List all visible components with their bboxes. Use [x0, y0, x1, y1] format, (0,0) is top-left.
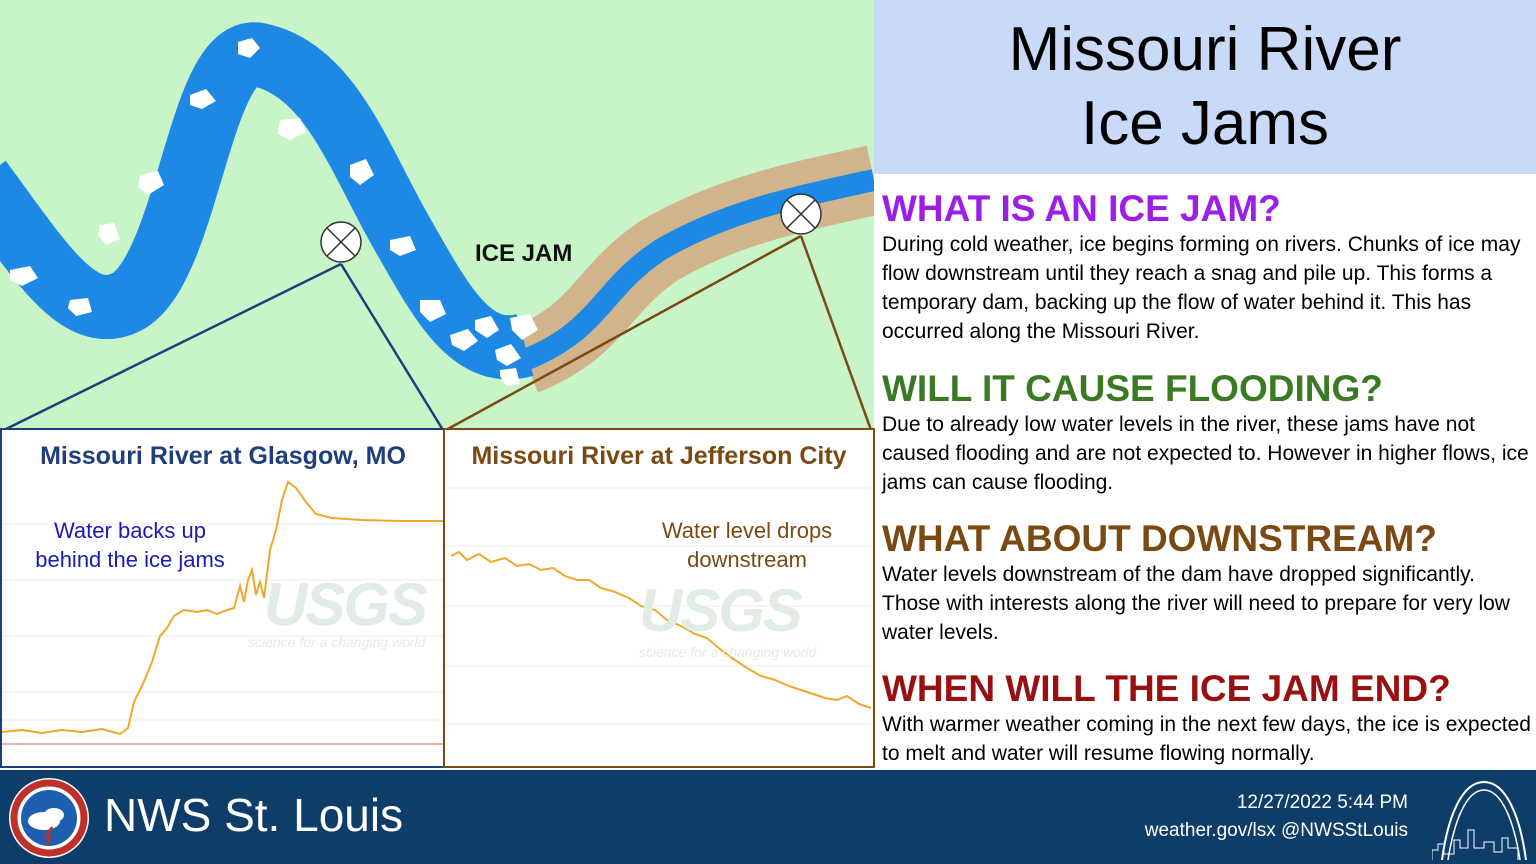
hydrograph-jefferson	[445, 487, 873, 725]
ice-chunk	[10, 266, 38, 286]
section-heading: WILL IT CAUSE FLOODING?	[882, 368, 1383, 409]
contact-links: weather.gov/lsx @NWSStLouis	[1144, 820, 1408, 841]
hydrograph-glasgow	[2, 480, 444, 745]
gauge-marker-glasgow	[320, 221, 362, 263]
ice-chunk	[450, 329, 478, 351]
panel-jefferson: USGS science for a changing world Missou…	[443, 428, 875, 768]
panel-note: Water level drops downstream	[641, 516, 853, 574]
ice-chunk	[510, 314, 538, 340]
gateway-arch-icon	[1432, 780, 1527, 861]
footer: NWS St. Louis 12/27/2022 5:44 PM weather…	[0, 770, 1536, 864]
timestamp: 12/27/2022 5:44 PM	[1236, 792, 1408, 813]
ice-chunk	[350, 159, 374, 185]
callout-line-jefferson	[445, 234, 802, 430]
section-body: Water levels downstream of the dam have …	[882, 563, 1510, 644]
ice-chunk	[238, 38, 260, 58]
usgs-watermark: USGS	[264, 571, 428, 638]
river-map: ICE JAM	[0, 0, 874, 430]
panel-note: Water backs up behind the ice jams	[20, 516, 240, 574]
panel-title: Missouri River at Jefferson City	[471, 442, 847, 470]
gridlines	[445, 487, 873, 725]
ice-chunk	[495, 344, 521, 366]
ice-chunk	[390, 236, 416, 256]
panel-note-line-2: behind the ice jams	[35, 547, 225, 572]
title-line-1: Missouri River	[1008, 15, 1402, 84]
gridlines	[2, 523, 444, 721]
panel-note-line-1: Water level drops	[661, 518, 833, 543]
callout-line-jefferson	[799, 235, 873, 430]
panel-note-line-1: Water backs up	[53, 518, 207, 543]
section-body: During cold weather, ice begins forming …	[882, 233, 1521, 343]
ice-chunk	[138, 171, 164, 195]
section-heading: WHAT ABOUT DOWNSTREAM?	[882, 518, 1437, 559]
ice-chunk	[98, 223, 120, 245]
section-heading: WHEN WILL THE ICE JAM END?	[882, 668, 1451, 709]
stage-line	[450, 550, 872, 709]
section-body: With warmer weather coming in the next f…	[882, 713, 1531, 765]
section-body: Due to already low water levels in the r…	[882, 413, 1529, 494]
title-line-2: Ice Jams	[1080, 89, 1330, 158]
section-heading: WHAT IS AN ICE JAM?	[882, 188, 1281, 229]
gauge-marker-jefferson	[780, 193, 822, 235]
usgs-watermark: USGS	[639, 577, 803, 644]
river-illustration	[0, 22, 874, 430]
ice-jam-label: ICE JAM	[475, 240, 573, 267]
section-end: WHEN WILL THE ICE JAM END? With warmer w…	[882, 668, 1532, 768]
usgs-watermark-sub: science for a changing world	[639, 644, 817, 660]
org-name: NWS St. Louis	[104, 789, 404, 841]
ice-chunk	[278, 118, 306, 140]
section-flooding: WILL IT CAUSE FLOODING? Due to already l…	[882, 368, 1532, 497]
ice-chunk	[68, 298, 92, 316]
stage-line	[2, 480, 444, 736]
usgs-watermark-sub: science for a changing world	[248, 634, 426, 650]
callout-line-glasgow	[3, 262, 342, 430]
ice-chunk	[475, 316, 499, 338]
panel-note-line-2: downstream	[687, 547, 807, 572]
section-what-is: WHAT IS AN ICE JAM? During cold weather,…	[882, 188, 1532, 346]
title-box: Missouri River Ice Jams	[874, 0, 1536, 174]
ice-chunks	[10, 38, 538, 386]
callout-line-glasgow	[339, 263, 445, 430]
nws-seal-icon	[9, 778, 89, 858]
ice-chunk	[190, 89, 216, 109]
panel-glasgow: USGS science for a changing world Missou…	[0, 428, 446, 768]
panel-title: Missouri River at Glasgow, MO	[40, 442, 406, 470]
ice-chunk	[500, 368, 520, 386]
section-downstream: WHAT ABOUT DOWNSTREAM? Water levels down…	[882, 518, 1532, 647]
ice-chunk	[420, 300, 446, 322]
